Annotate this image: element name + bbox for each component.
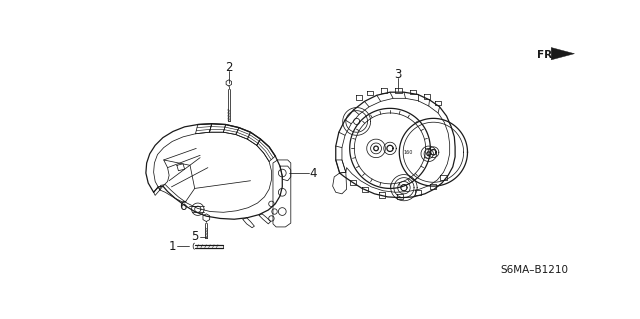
- Text: 1: 1: [168, 240, 176, 253]
- Text: 3: 3: [394, 68, 401, 81]
- Text: 6: 6: [179, 200, 187, 213]
- Text: 160: 160: [404, 150, 413, 155]
- Text: S6MA–B1210: S6MA–B1210: [501, 265, 569, 275]
- Text: 5: 5: [191, 230, 198, 243]
- Text: FR.: FR.: [537, 50, 557, 60]
- Polygon shape: [551, 48, 575, 60]
- Text: 4: 4: [310, 167, 317, 180]
- Text: 2: 2: [225, 61, 232, 74]
